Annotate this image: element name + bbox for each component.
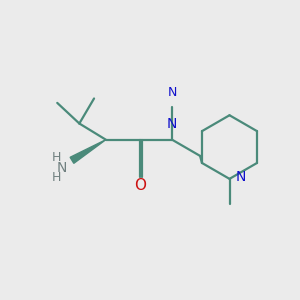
Text: N: N	[56, 161, 67, 175]
Text: H: H	[52, 171, 61, 184]
Text: O: O	[134, 178, 146, 194]
Text: N: N	[167, 86, 177, 99]
Polygon shape	[70, 140, 106, 163]
Text: N: N	[167, 117, 177, 131]
Text: N: N	[236, 170, 246, 184]
Text: H: H	[52, 152, 61, 164]
